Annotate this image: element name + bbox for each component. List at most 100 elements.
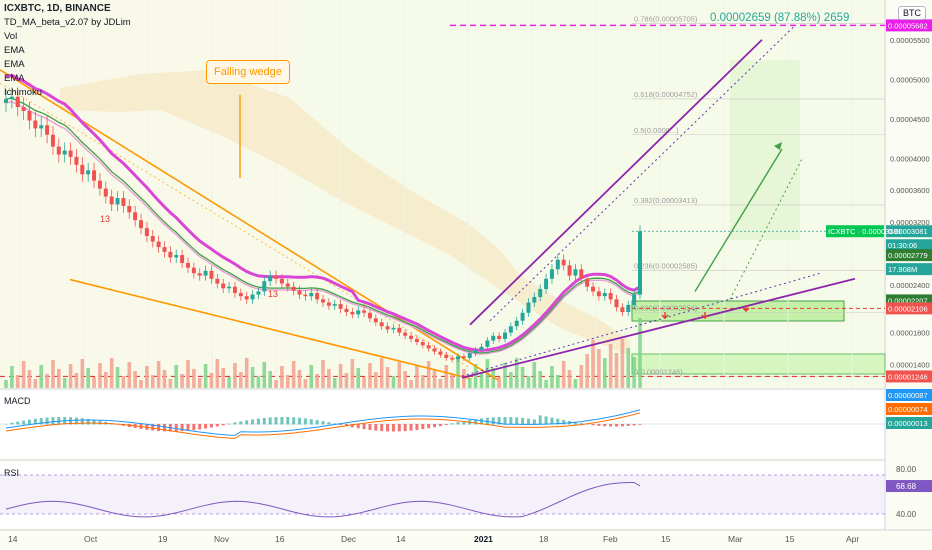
candle-body-28: [168, 251, 173, 258]
macd-hist-58: [344, 424, 348, 427]
candle-body-60: [356, 310, 361, 315]
rsi-label[interactable]: RSI: [4, 468, 20, 478]
volume-bar-67: [397, 362, 402, 388]
macd-badge-text-2: 0.00000013: [888, 419, 928, 428]
candle-body-0: [4, 99, 8, 103]
macd-hist-105: [620, 424, 624, 427]
macd-hist-9: [57, 417, 61, 425]
macd-badge-text-1: 0.00000074: [888, 405, 928, 414]
macd-hist-42: [251, 419, 255, 425]
candle-body-37: [221, 283, 226, 289]
macd-badge-1: [886, 403, 932, 415]
candle-body-4: [27, 111, 32, 121]
macd-hist-74: [438, 424, 442, 427]
macd-badge-2: [886, 417, 932, 429]
time-label-13: Apr: [846, 534, 859, 544]
macd-hist-62: [368, 424, 372, 431]
macd-hist-57: [339, 424, 343, 426]
candle-body-73: [432, 348, 437, 352]
candle-body-54: [321, 299, 325, 303]
price-tick-1: 0.00005000: [890, 75, 930, 84]
volume-bar-48: [285, 375, 290, 388]
volume-bar-99: [585, 354, 589, 388]
volume-bar-79: [467, 378, 472, 388]
fib-label-4: 0.236(0.00002585): [634, 261, 698, 270]
price-badge-6: [886, 302, 932, 315]
macd-hist-55: [327, 422, 331, 425]
macd-label[interactable]: MACD: [4, 396, 31, 406]
candle-body-40: [238, 293, 243, 297]
volume-bar-101: [597, 349, 601, 388]
macd-hist-50: [298, 417, 302, 425]
candle-body-66: [391, 327, 396, 330]
indicator-label-ema-2[interactable]: EMA: [4, 59, 25, 70]
volume-bar-9: [57, 369, 61, 388]
volume-bar-1: [10, 366, 14, 388]
indicator-label-ema-3[interactable]: EMA: [4, 73, 25, 84]
candle-body-64: [379, 322, 384, 327]
volume-bar-46: [274, 380, 278, 388]
price-badge-text-2: 01:30:06: [888, 241, 917, 250]
candle-body-41: [244, 296, 249, 300]
macd-hist-85: [503, 417, 507, 425]
macd-hist-37: [221, 424, 225, 426]
macd-hist-45: [268, 417, 272, 425]
volume-bar-107: [632, 357, 636, 388]
grid-lines: [19, 0, 853, 388]
candle-body-39: [232, 286, 237, 294]
wedge-inner-dotted: [0, 82, 471, 369]
price-badge-4: [886, 263, 932, 276]
candle-body-33: [197, 273, 202, 276]
candle-body-108: [638, 231, 642, 295]
indicator-label-vol[interactable]: Vol: [4, 31, 18, 42]
volume-bar-14: [86, 368, 90, 388]
macd-hist-77: [456, 422, 460, 425]
time-label-2: 19: [158, 534, 168, 544]
macd-hist-90: [532, 419, 536, 425]
candle-body-67: [397, 327, 402, 333]
candle-body-46: [274, 275, 279, 279]
candle-body-97: [573, 269, 578, 276]
highlight-zones: [631, 300, 886, 375]
rsi-line: [5, 482, 641, 518]
volume-bar-34: [203, 364, 208, 388]
macd-hist-89: [526, 418, 530, 425]
volume-bar-5: [33, 379, 38, 388]
candle-body-86: [508, 326, 513, 333]
volume-bar-11: [68, 364, 73, 388]
macd-hist-2: [16, 421, 20, 425]
volume-bar-26: [156, 361, 161, 388]
candle-body-38: [227, 286, 232, 289]
indicator-label-ichimoku[interactable]: Ichimoku: [4, 87, 43, 98]
volume-bar-69: [409, 380, 413, 388]
macd-hist-84: [497, 417, 501, 425]
volume-bar-20: [121, 376, 126, 388]
candle-body-26: [156, 241, 161, 248]
candle-body-52: [309, 293, 314, 297]
volume-bar-28: [168, 379, 173, 388]
projection-area: [730, 60, 800, 240]
volume-bar-6: [39, 365, 44, 388]
candle-body-90: [532, 296, 537, 303]
volume-bar-85: [503, 363, 507, 388]
indicator-label-td[interactable]: TD_MA_beta_v2.07 by JDLim: [4, 17, 131, 28]
candle-body-6: [39, 125, 44, 129]
rsi-tick-40: 40.00: [896, 510, 917, 519]
falling-wedge-callout[interactable]: Falling wedge: [206, 60, 290, 84]
candle-body-51: [303, 294, 308, 297]
currency-badge[interactable]: BTC: [898, 6, 926, 20]
volume-bar-51: [303, 379, 308, 388]
macd-hist-56: [333, 423, 337, 425]
indicator-label-ema-1[interactable]: EMA: [4, 45, 25, 56]
candle-body-5: [33, 120, 38, 129]
macd-hist-104: [615, 424, 619, 427]
price-badge-text-6: 0.00002106: [888, 304, 928, 313]
volume-bar-76: [450, 374, 454, 388]
candle-body-31: [185, 262, 190, 268]
macd-hist-51: [303, 418, 307, 425]
candle-body-45: [268, 275, 273, 282]
volume-bar-3: [21, 361, 26, 388]
volume-bar-96: [567, 370, 572, 388]
macd-hist-97: [573, 422, 577, 425]
